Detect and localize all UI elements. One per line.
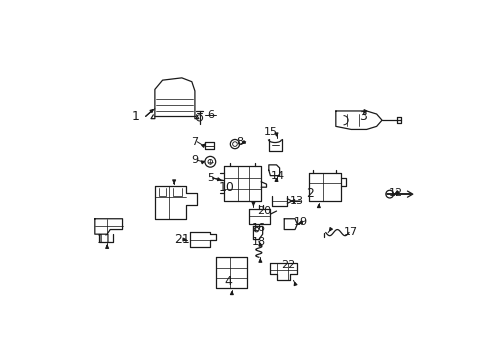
Text: 16: 16	[252, 223, 266, 233]
Text: 20: 20	[257, 206, 271, 216]
Text: 12: 12	[389, 188, 403, 198]
Text: 17: 17	[344, 227, 358, 237]
Text: 21: 21	[174, 233, 190, 246]
Text: 19: 19	[294, 217, 308, 227]
Text: 5: 5	[207, 173, 214, 183]
Text: 22: 22	[281, 260, 295, 270]
Text: 10: 10	[219, 181, 234, 194]
Text: 9: 9	[192, 155, 198, 165]
Text: 8: 8	[236, 137, 243, 147]
Text: 1: 1	[132, 110, 140, 123]
Text: 4: 4	[224, 275, 232, 288]
Text: 18: 18	[252, 237, 266, 247]
Text: 3: 3	[359, 110, 367, 123]
Text: 6: 6	[208, 110, 215, 120]
Text: 7: 7	[192, 137, 198, 147]
Text: 15: 15	[264, 127, 277, 137]
Text: 11: 11	[97, 233, 113, 246]
Text: 13: 13	[290, 196, 304, 206]
Text: 14: 14	[271, 171, 285, 181]
Text: 2: 2	[306, 187, 315, 200]
